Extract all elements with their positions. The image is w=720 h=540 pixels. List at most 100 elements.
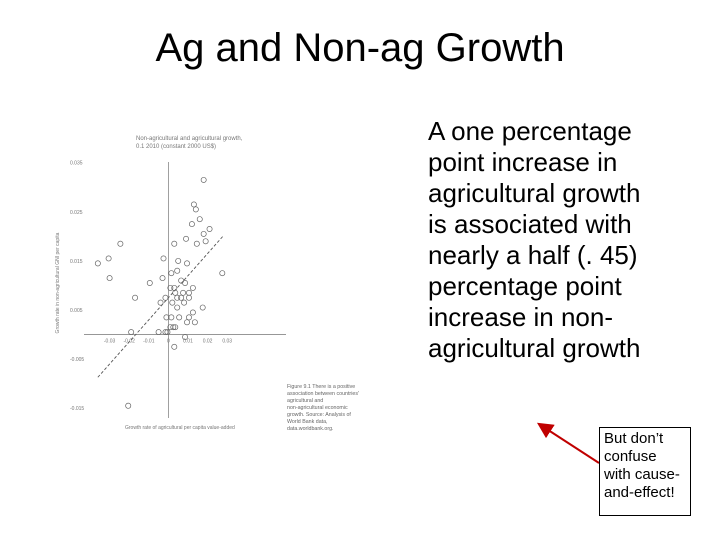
data-point (174, 304, 181, 311)
callout-line: confuse (604, 448, 657, 465)
data-point (189, 284, 196, 291)
caption-line: World Bank data, (287, 419, 328, 425)
callout-line: and-effect! (604, 484, 675, 501)
data-point (188, 221, 195, 228)
data-point (193, 240, 200, 247)
data-point (168, 314, 175, 321)
data-point (159, 275, 166, 282)
data-point (181, 299, 188, 306)
data-point (219, 270, 226, 277)
axis-labels: Growth rate in non-agricultural GNI per … (55, 232, 235, 431)
x-tick-label: 0.01 (183, 339, 193, 345)
data-point (183, 235, 189, 242)
data-point (186, 294, 192, 301)
y-axis-label: Growth rate in non-agricultural GNI per … (55, 232, 61, 333)
data-point (117, 240, 124, 247)
callout-line: But don’t (604, 430, 664, 447)
caption-line: growth. Source: Analysis of (287, 412, 351, 418)
data-point (171, 240, 178, 247)
x-tick-label: -0.03 (104, 339, 116, 345)
data-point (180, 289, 187, 296)
data-point (190, 201, 197, 208)
data-point (132, 294, 139, 301)
callout-line: with cause- (604, 466, 680, 483)
data-point (186, 314, 192, 321)
caption-line: non-agricultural economic (287, 405, 348, 411)
data-point (164, 329, 171, 336)
figure-caption-group: Figure 9.1 There is a positiveassociatio… (287, 384, 359, 432)
x-tick-label: -0.01 (143, 339, 155, 345)
caption-line: agricultural and (287, 398, 323, 404)
data-point (199, 304, 206, 311)
data-point (175, 257, 182, 264)
data-point (189, 309, 196, 316)
data-point (167, 284, 174, 291)
chart-ticks: 0.035 0.025 0.015 0.005 -0.005 -0.015 -0.03 -0.… (70, 161, 232, 412)
data-point (106, 275, 113, 282)
x-tick-label: 0.03 (222, 339, 232, 345)
caption-line: data.worldbank.org. (287, 426, 334, 432)
data-point (155, 329, 162, 336)
data-point (192, 206, 199, 213)
y-tick-label: -0.015 (70, 406, 84, 412)
callout-box: But don’t confuse with cause- and-effect… (599, 427, 691, 516)
points-group (94, 176, 226, 409)
scatter-figure: Non-agricultural and agricultural growth… (50, 128, 408, 434)
y-tick-label: 0.035 (70, 161, 83, 167)
data-point (174, 267, 181, 274)
data-point (206, 226, 213, 232)
y-tick-label: -0.005 (70, 357, 84, 363)
data-point (172, 289, 179, 296)
data-point (162, 294, 169, 301)
data-point (202, 238, 209, 245)
data-point (128, 329, 135, 336)
data-point (172, 324, 179, 331)
chart-title: Non-agricultural and agricultural growth… (136, 136, 243, 142)
body-line: point increase in (428, 147, 618, 177)
y-tick-label: 0.025 (70, 210, 83, 216)
data-point (94, 260, 101, 267)
data-point (200, 176, 207, 183)
x-axis-label: Growth rate of agricultural per capita v… (125, 425, 235, 431)
body-line: agricultural growth (428, 333, 641, 363)
y-tick-label: 0.015 (70, 259, 83, 265)
caption-line: Figure 9.1 There is a positive (287, 384, 355, 390)
data-point (160, 255, 167, 262)
slide-title: Ag and Non-ag Growth (155, 26, 565, 70)
data-point (171, 284, 178, 291)
data-point (200, 230, 207, 237)
data-point (171, 343, 178, 350)
data-point (146, 280, 153, 286)
data-point (125, 402, 132, 409)
body-line: nearly a half (. 45) (428, 240, 638, 270)
data-point (168, 270, 175, 277)
y-tick-label: 0.005 (70, 308, 83, 314)
trendline (97, 235, 224, 378)
chart-title-line2: 0.1 2010 (constant 2000 US$) (136, 144, 216, 150)
body-text: A one percentage point increase in agric… (428, 116, 708, 364)
x-tick-label: 0.02 (203, 339, 213, 345)
body-line: percentage point (428, 271, 622, 301)
data-point (182, 334, 189, 340)
body-line: increase in non- (428, 302, 613, 332)
data-point (170, 324, 177, 331)
body-line: agricultural growth (428, 178, 641, 208)
trendline-group (97, 235, 224, 378)
data-point (176, 314, 183, 321)
caption-line: association between countries' (287, 391, 359, 397)
body-line: A one percentage (428, 116, 632, 146)
data-point (186, 289, 192, 296)
body-line: is associated with (428, 209, 632, 239)
chart-axes (84, 162, 286, 418)
data-point (174, 294, 181, 301)
data-point (157, 299, 164, 306)
data-point (182, 280, 189, 286)
data-point (184, 260, 190, 267)
data-point (178, 294, 185, 301)
data-point (196, 216, 203, 223)
data-point (191, 319, 198, 326)
x-tick-label: 0 (167, 339, 170, 345)
data-point (162, 329, 169, 336)
data-point (169, 299, 176, 306)
data-point (184, 319, 190, 326)
